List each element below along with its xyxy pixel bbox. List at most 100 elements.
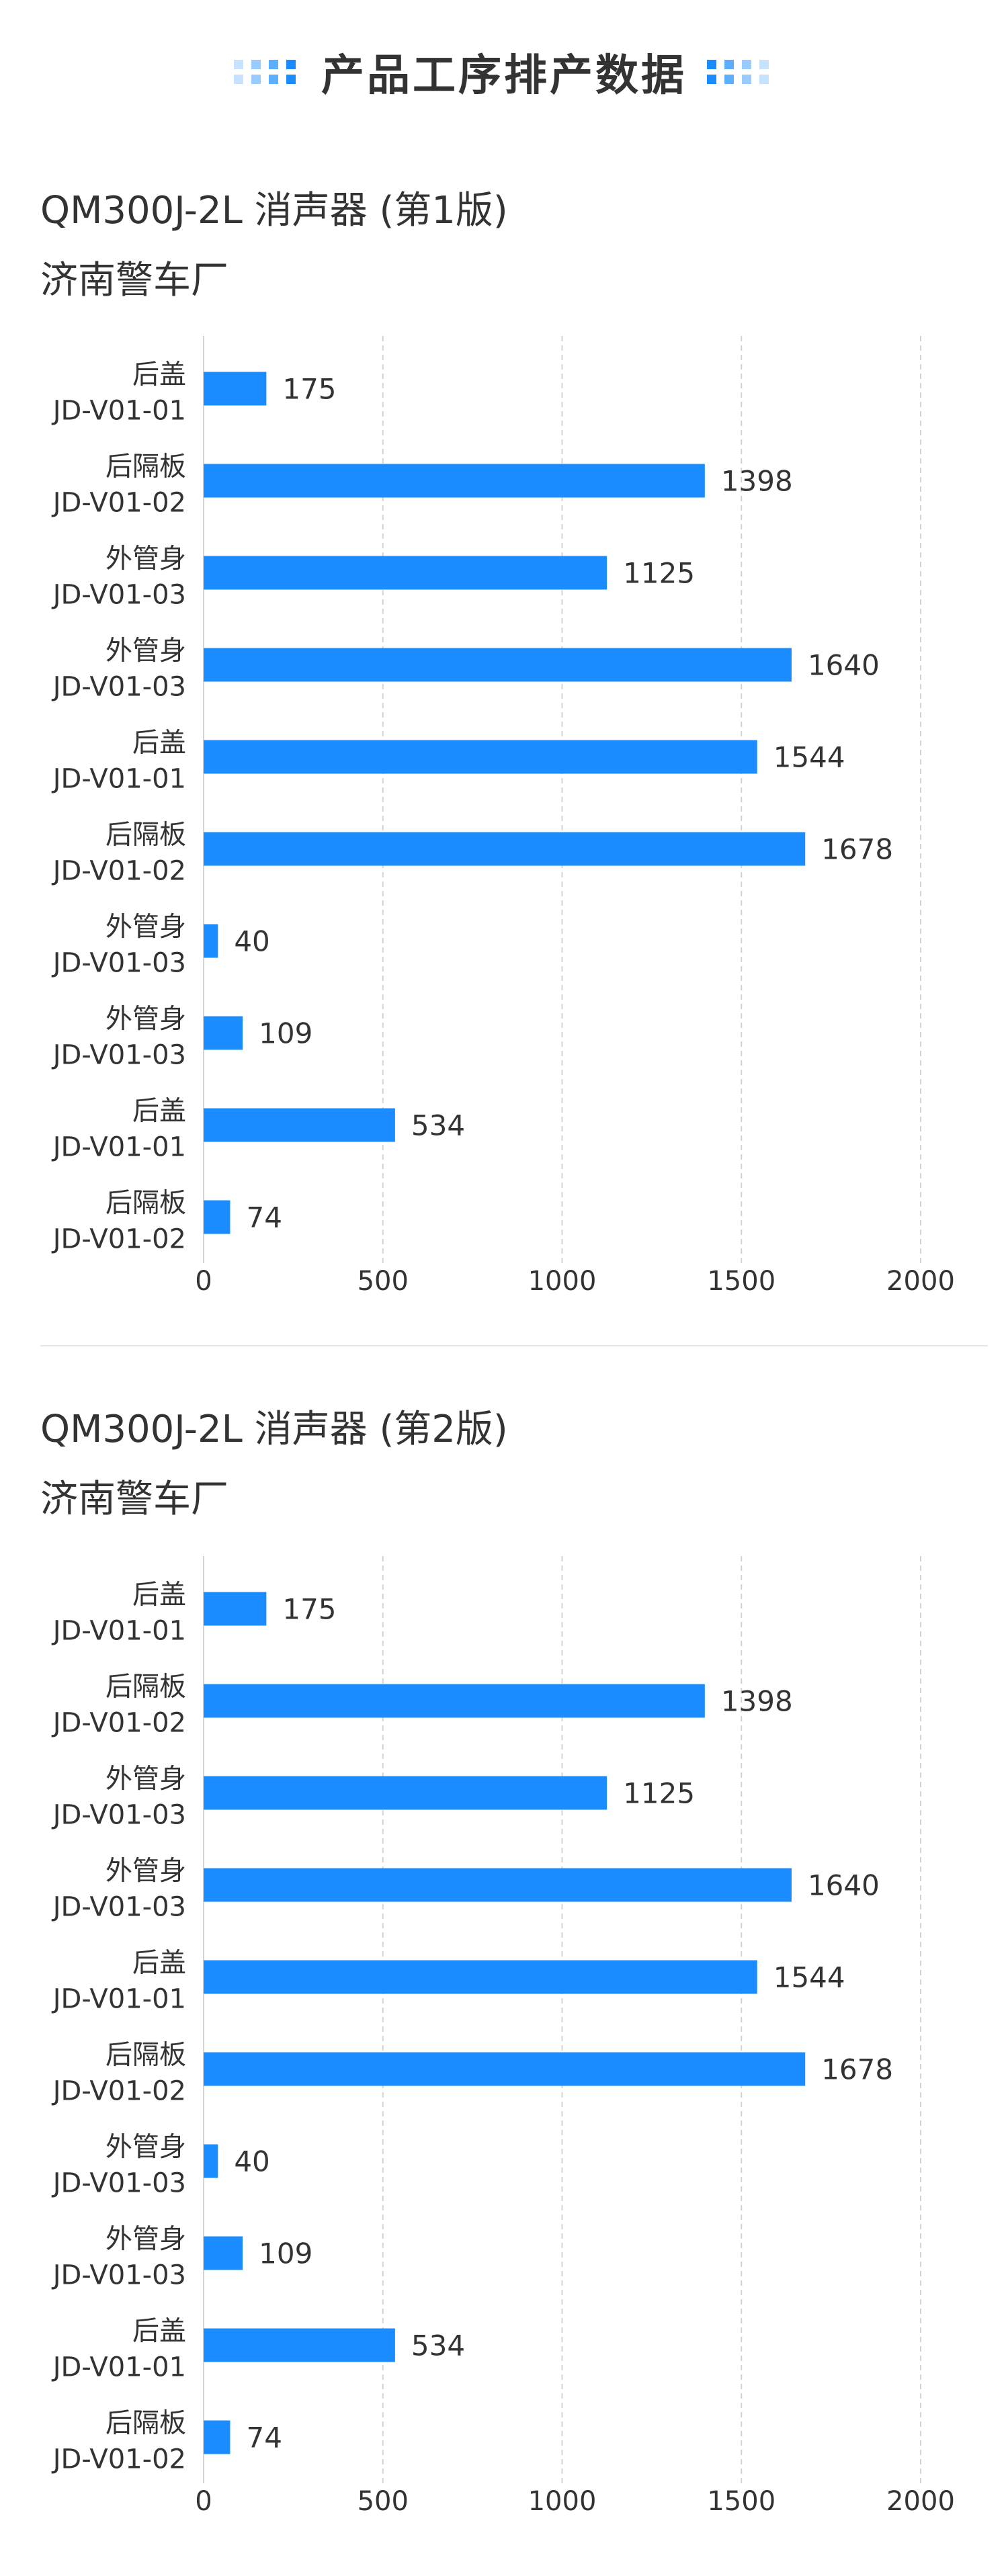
category-code-label: JD-V01-03 — [51, 1040, 186, 1071]
decoration-dot — [707, 75, 716, 84]
category-code-label: JD-V01-01 — [51, 2352, 186, 2383]
chart-subtitle: 济南警车厂 — [40, 1477, 228, 1521]
data-label: 175 — [282, 1593, 336, 1626]
bar — [204, 832, 806, 866]
category-label: 后隔板 — [106, 1188, 186, 1219]
decoration-dot — [286, 75, 296, 84]
decoration-dot — [251, 60, 261, 69]
decoration-dots-right-icon — [707, 60, 769, 84]
decoration-dot — [759, 60, 769, 69]
bar — [204, 2420, 230, 2454]
category-label: 后盖 — [132, 1096, 186, 1127]
category-label: 后隔板 — [106, 2408, 186, 2439]
category-label: 后盖 — [132, 1948, 186, 1979]
data-label: 1678 — [821, 833, 893, 866]
decoration-dot — [759, 75, 769, 84]
data-label: 1640 — [808, 649, 880, 682]
x-tick-label: 1000 — [528, 1266, 597, 1297]
category-label: 外管身 — [106, 1004, 186, 1035]
category-code-label: JD-V01-01 — [51, 1616, 186, 1647]
category-code-label: JD-V01-03 — [51, 2168, 186, 2199]
category-code-label: JD-V01-01 — [51, 396, 186, 427]
decoration-dots-left-icon — [234, 60, 296, 84]
decoration-dot — [269, 60, 278, 69]
category-code-label: JD-V01-02 — [51, 1224, 186, 1255]
decoration-dot — [234, 75, 243, 84]
data-label: 74 — [246, 1201, 282, 1234]
chart-subtitle: 济南警车厂 — [40, 259, 228, 302]
data-label: 1678 — [821, 2053, 893, 2086]
bar-chart-1: 0 500 1000 1500 2000 175 后盖 JD-V01-01 1398 后隔板 JD-… — [51, 336, 955, 1297]
bar — [204, 1960, 757, 1994]
x-tick-label: 500 — [358, 1266, 409, 1297]
decoration-dot — [707, 60, 716, 69]
data-label: 175 — [282, 373, 336, 406]
decoration-dot — [724, 75, 734, 84]
category-label: 后隔板 — [106, 1672, 186, 1703]
data-label: 109 — [259, 1017, 312, 1050]
category-label: 外管身 — [106, 636, 186, 667]
category-code-label: JD-V01-02 — [51, 488, 186, 519]
category-label: 外管身 — [106, 912, 186, 943]
category-label: 外管身 — [106, 2224, 186, 2255]
category-code-label: JD-V01-03 — [51, 948, 186, 979]
data-label: 1398 — [721, 465, 793, 498]
data-label: 1544 — [773, 1961, 845, 1994]
category-label: 后盖 — [132, 2316, 186, 2347]
category-code-label: JD-V01-01 — [51, 764, 186, 795]
decoration-dot — [724, 60, 734, 69]
bar — [204, 2328, 395, 2362]
bar — [204, 1016, 243, 1050]
category-code-label: JD-V01-03 — [51, 672, 186, 703]
section-divider — [40, 1345, 988, 1346]
chart-title: QM300J-2L 消声器 (第1版) — [40, 189, 508, 232]
bar — [204, 1592, 267, 1626]
x-tick-label: 500 — [358, 2486, 409, 2517]
bar — [204, 2236, 243, 2270]
x-tick-label: 1000 — [528, 2486, 597, 2517]
x-tick-label: 0 — [195, 1266, 212, 1297]
page-title: 产品工序排产数据 — [321, 51, 687, 101]
category-label: 后盖 — [132, 359, 186, 390]
category-label: 外管身 — [106, 1764, 186, 1795]
bar — [204, 2144, 218, 2178]
category-code-label: JD-V01-02 — [51, 1708, 186, 1739]
decoration-dot — [742, 60, 751, 69]
bar — [204, 648, 792, 682]
category-label: 后盖 — [132, 1580, 186, 1611]
category-label: 外管身 — [106, 544, 186, 574]
decoration-dot — [286, 60, 296, 69]
data-label: 1125 — [623, 1777, 695, 1810]
category-code-label: JD-V01-02 — [51, 856, 186, 887]
decoration-dot — [269, 75, 278, 84]
data-label: 40 — [234, 925, 269, 958]
category-code-label: JD-V01-02 — [51, 2444, 186, 2475]
category-code-label: JD-V01-02 — [51, 2076, 186, 2107]
decoration-dot — [234, 60, 243, 69]
bar — [204, 556, 607, 590]
category-code-label: JD-V01-03 — [51, 1800, 186, 1831]
category-label: 外管身 — [106, 2132, 186, 2163]
bar — [204, 1684, 705, 1718]
decoration-dot — [251, 75, 261, 84]
bar — [204, 924, 218, 958]
x-tick-label: 2000 — [886, 1266, 955, 1297]
category-code-label: JD-V01-03 — [51, 2260, 186, 2291]
category-label: 后隔板 — [106, 820, 186, 851]
data-label: 534 — [411, 1109, 465, 1142]
data-label: 109 — [259, 2237, 312, 2270]
category-label: 外管身 — [106, 1856, 186, 1887]
data-label: 1125 — [623, 557, 695, 590]
page-header: 产品工序排产数据 — [0, 35, 1008, 109]
category-label: 后隔板 — [106, 2040, 186, 2071]
data-label: 74 — [246, 2421, 282, 2454]
x-tick-label: 1500 — [707, 2486, 775, 2517]
x-tick-label: 2000 — [886, 2486, 955, 2517]
category-code-label: JD-V01-01 — [51, 1132, 186, 1163]
bar — [204, 464, 705, 498]
category-code-label: JD-V01-03 — [51, 1892, 186, 1923]
category-label: 后隔板 — [106, 452, 186, 482]
x-tick-label: 1500 — [707, 1266, 775, 1297]
category-code-label: JD-V01-03 — [51, 580, 186, 611]
bar — [204, 740, 757, 774]
